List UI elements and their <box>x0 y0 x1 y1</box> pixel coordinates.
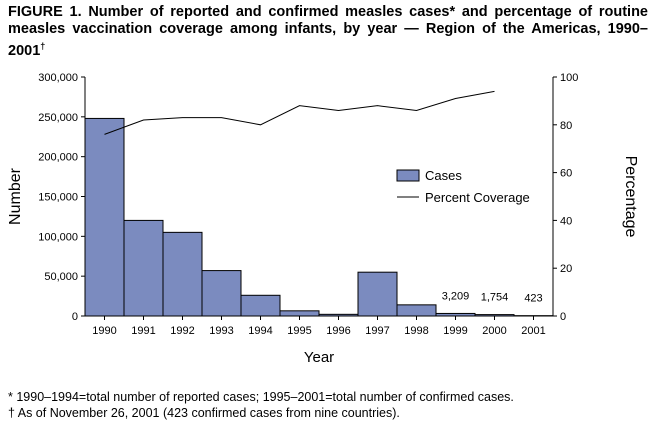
y-tick-label: 50,000 <box>44 271 78 283</box>
x-tick-label: 1994 <box>248 325 272 337</box>
x-tick-label: 1992 <box>170 325 194 337</box>
y-tick-label: 0 <box>72 311 78 323</box>
y-tick-label: 100,000 <box>38 231 78 243</box>
footnote-2: † As of November 26, 2001 (423 confirmed… <box>8 406 400 420</box>
y-axis-label: Number <box>7 167 24 225</box>
y2-tick-label: 0 <box>560 311 566 323</box>
data-label: 1,754 <box>481 292 509 304</box>
bar-1997 <box>357 271 398 317</box>
bar-1992 <box>162 231 203 317</box>
x-tick-label: 1997 <box>365 325 389 337</box>
bar-1998 <box>396 304 437 317</box>
x-tick-label: 1990 <box>92 325 116 337</box>
bar-1993 <box>201 270 242 317</box>
x-tick-label: 1995 <box>287 325 311 337</box>
y2-tick-label: 100 <box>560 72 578 84</box>
x-tick-label: 2000 <box>482 325 506 337</box>
footnote-1: * 1990–1994=total number of reported cas… <box>8 390 514 404</box>
x-tick-label: 1998 <box>404 325 428 337</box>
legend-swatch-cases <box>396 169 420 182</box>
bar-1994 <box>240 294 281 317</box>
y2-axis-label: Percentage <box>622 156 639 238</box>
x-axis-label: Year <box>304 349 334 366</box>
data-label: 3,209 <box>442 290 470 302</box>
y2-tick-label: 80 <box>560 120 572 132</box>
x-tick-label: 1996 <box>326 325 350 337</box>
legend-label-cases: Cases <box>425 168 462 183</box>
x-tick-label: 1999 <box>443 325 467 337</box>
data-label: 423 <box>524 293 542 305</box>
x-tick-label: 2001 <box>521 325 545 337</box>
x-tick-label: 1991 <box>131 325 155 337</box>
figure-title: FIGURE 1. Number of reported and confirm… <box>8 4 648 60</box>
bar-1991 <box>123 219 164 317</box>
title-mark: † <box>40 41 46 51</box>
y-tick-label: 300,000 <box>38 72 78 84</box>
bar-1990 <box>84 117 125 317</box>
x-tick-label: 1993 <box>209 325 233 337</box>
y2-tick-label: 20 <box>560 263 572 275</box>
y-tick-label: 150,000 <box>38 192 78 204</box>
y2-tick-label: 60 <box>560 168 572 180</box>
y-tick-label: 200,000 <box>38 152 78 164</box>
legend-label-coverage: Percent Coverage <box>425 190 530 205</box>
y2-tick-label: 40 <box>560 215 572 227</box>
y-tick-label: 250,000 <box>38 112 78 124</box>
bar-1995 <box>279 310 320 317</box>
coverage-line <box>104 90 495 135</box>
title-text: FIGURE 1. Number of reported and confirm… <box>8 4 648 59</box>
